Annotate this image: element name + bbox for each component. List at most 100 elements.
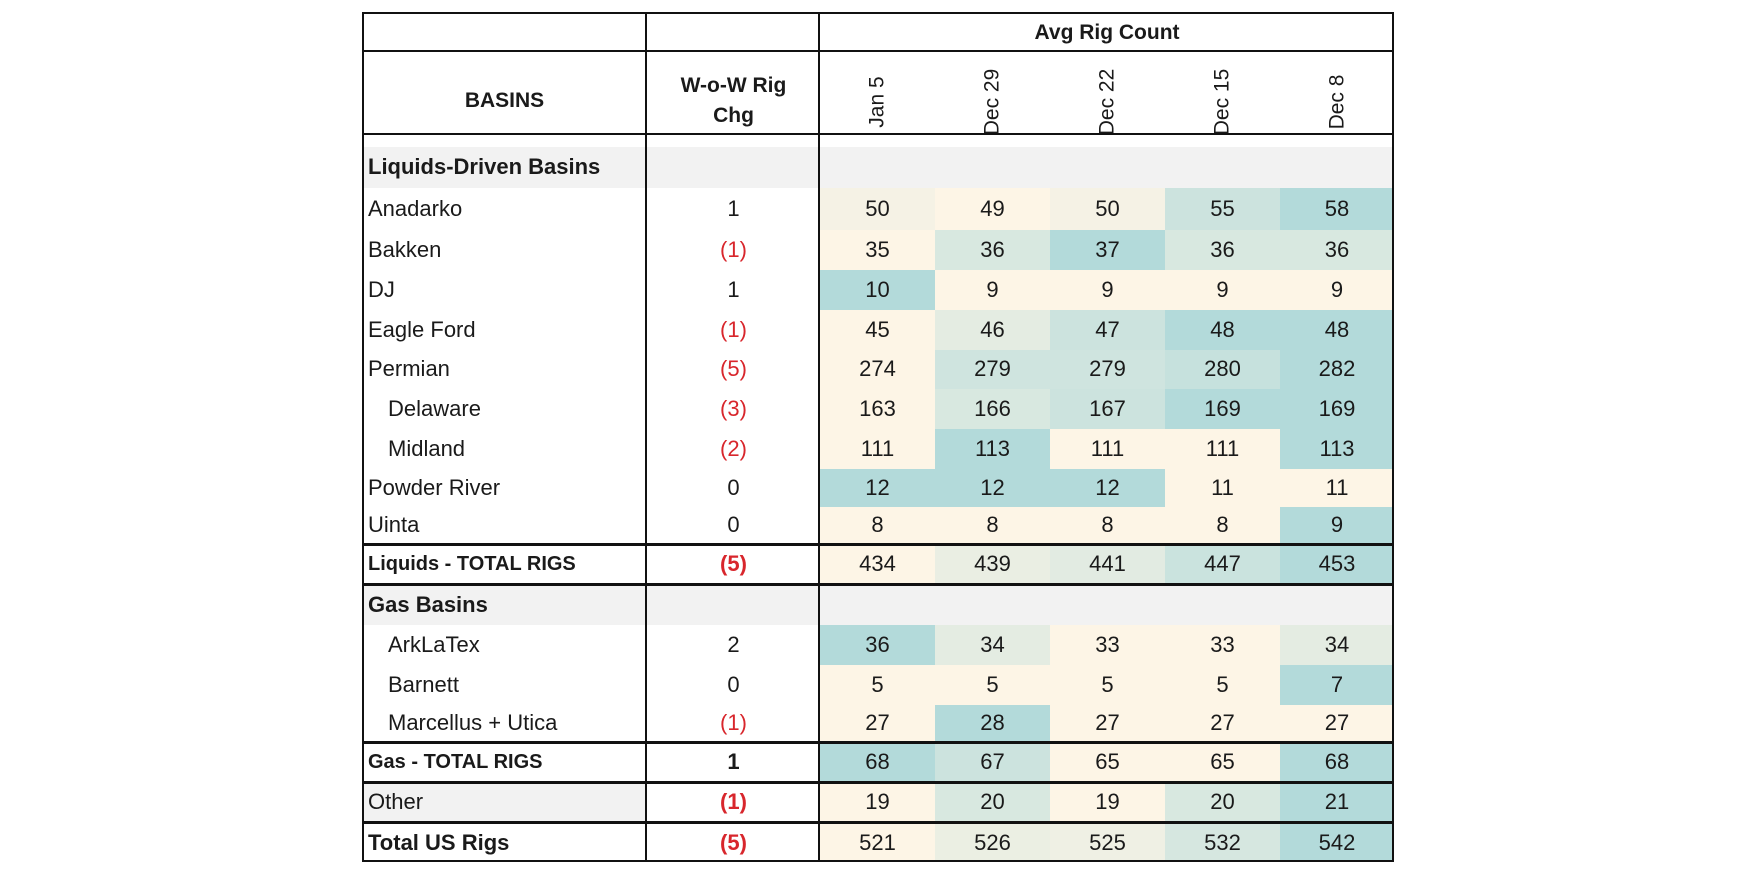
- rig-count-cell: 12: [1050, 469, 1165, 507]
- rig-count-cell: 33: [1050, 625, 1165, 665]
- date-header-label: Dec 29: [980, 68, 1004, 135]
- rig-count-cell: 282: [1280, 349, 1395, 390]
- rig-count-cell: 5: [1050, 664, 1165, 705]
- rig-count-cell: 65: [1165, 740, 1280, 783]
- rig-count-cell: 434: [820, 542, 935, 585]
- basin-name: Liquids - TOTAL RIGS: [362, 542, 647, 585]
- rig-count-cell: 36: [1280, 230, 1395, 270]
- rig-count-cell: 5: [1165, 664, 1280, 705]
- rig-count-cell: 111: [1050, 429, 1165, 470]
- rig-count-cell: 45: [820, 309, 935, 350]
- header-corner-blank: [362, 12, 647, 54]
- basin-name: Uinta: [368, 511, 420, 537]
- wow-change-value: 0: [727, 511, 740, 537]
- rig-count-cell: 68: [1280, 740, 1395, 783]
- rig-count-cell: 521: [820, 820, 935, 862]
- rig-count-cell: 525: [1050, 820, 1165, 862]
- rig-count-cell: 34: [935, 625, 1050, 665]
- wow-change-value: 2: [727, 632, 740, 658]
- table-row: Liquids - TOTAL RIGS (5) 434 439 441 447 453: [362, 542, 1395, 585]
- basin-name: Delaware: [388, 396, 481, 422]
- rig-count-cell: 49: [935, 187, 1050, 230]
- rig-count-cell: 169: [1280, 389, 1395, 430]
- rig-count-cell: 5: [935, 664, 1050, 705]
- date-header-0: Jan 5: [820, 54, 935, 147]
- rig-count-cell: 167: [1050, 389, 1165, 430]
- rig-count-cell: 36: [935, 230, 1050, 270]
- rig-count-cell: 280: [1165, 349, 1280, 390]
- wow-change-value: (5): [720, 356, 747, 382]
- rig-count-cell: 166: [935, 389, 1050, 430]
- basin-name: Gas - TOTAL RIGS: [362, 740, 647, 783]
- table-row: DJ 1 10 9 9 9 9: [362, 269, 1395, 310]
- table-row: Anadarko 1 50 49 50 55 58: [362, 187, 1395, 230]
- date-header-2: Dec 22: [1050, 54, 1165, 147]
- table-row: Midland (2) 111 113 111 111 113: [362, 429, 1395, 470]
- rig-count-cell: 542: [1280, 820, 1395, 862]
- avg-rig-count-header: Avg Rig Count: [1034, 21, 1180, 45]
- section-spacer: [647, 582, 820, 626]
- date-header-label: Dec 22: [1095, 68, 1119, 135]
- wow-change-header-line2: Chg: [713, 103, 754, 127]
- rig-count-cell: 12: [820, 469, 935, 507]
- basin-name: Marcellus + Utica: [388, 709, 558, 735]
- rig-count-cell: 111: [1165, 429, 1280, 470]
- rig-count-cell: 5: [820, 664, 935, 705]
- table-row: Powder River 0 12 12 12 11 11: [362, 469, 1395, 507]
- rig-count-cell: 33: [1165, 625, 1280, 665]
- date-header-3: Dec 15: [1165, 54, 1280, 147]
- wow-change-value: (1): [720, 709, 747, 735]
- table-row: Marcellus + Utica (1) 27 28 27 27 27: [362, 704, 1395, 743]
- wow-change-value: 1: [727, 195, 740, 221]
- header-change-blank: [647, 12, 820, 54]
- table-row: Other (1) 19 20 19 20 21: [362, 780, 1395, 823]
- table-row: Gas - TOTAL RIGS 1 68 67 65 65 68: [362, 740, 1395, 783]
- rig-count-cell: 35: [820, 230, 935, 270]
- section-row: Gas Basins: [362, 582, 1395, 626]
- rig-count-cell: 113: [935, 429, 1050, 470]
- wow-change-header-line1: W-o-W Rig: [680, 73, 787, 97]
- section-spacer: [820, 582, 1395, 626]
- date-header-label: Dec 8: [1325, 74, 1349, 129]
- basin-name: Bakken: [368, 236, 442, 262]
- rig-count-cell: 169: [1165, 389, 1280, 430]
- wow-change-value: (1): [647, 780, 820, 823]
- wow-change-value: 1: [647, 740, 820, 783]
- wow-change-value: (2): [720, 436, 747, 462]
- rig-count-cell: 67: [935, 740, 1050, 783]
- rig-count-cell: 34: [1280, 625, 1395, 665]
- rig-count-cell: 20: [1165, 780, 1280, 823]
- rig-count-cell: 11: [1165, 469, 1280, 507]
- rig-count-cell: 50: [1050, 187, 1165, 230]
- rig-count-cell: 9: [1280, 269, 1395, 310]
- section-row: Liquids-Driven Basins: [362, 147, 1395, 188]
- rig-count-cell: 19: [1050, 780, 1165, 823]
- rig-count-cell: 453: [1280, 542, 1395, 585]
- rig-count-cell: 21: [1280, 780, 1395, 823]
- basin-name: DJ: [368, 276, 395, 302]
- rig-count-cell: 58: [1280, 187, 1395, 230]
- wow-change-value: (3): [720, 396, 747, 422]
- rig-count-table: Avg Rig Count BASINS W-o-W Rig Chg Jan 5…: [362, 12, 1395, 862]
- rig-count-cell: 27: [1165, 704, 1280, 743]
- table-row: Uinta 0 8 8 8 8 9: [362, 506, 1395, 545]
- rig-count-cell: 37: [1050, 230, 1165, 270]
- rig-count-cell: 9: [1050, 269, 1165, 310]
- wow-change-value: 0: [727, 671, 740, 697]
- table-row: ArkLaTex 2 36 34 33 33 34: [362, 625, 1395, 665]
- table-row: Barnett 0 5 5 5 5 7: [362, 664, 1395, 705]
- section-spacer: [647, 147, 820, 188]
- rig-count-cell: 111: [820, 429, 935, 470]
- rig-count-cell: 279: [1050, 349, 1165, 390]
- wow-change-value: (1): [720, 236, 747, 262]
- table-row: Delaware (3) 163 166 167 169 169: [362, 389, 1395, 430]
- rig-count-cell: 9: [1280, 506, 1395, 545]
- date-header-1: Dec 29: [935, 54, 1050, 147]
- rig-count-cell: 27: [820, 704, 935, 743]
- rig-count-cell: 8: [935, 506, 1050, 545]
- table-row: Total US Rigs (5) 521 526 525 532 542: [362, 820, 1395, 862]
- table-row: Bakken (1) 35 36 37 36 36: [362, 230, 1395, 270]
- wow-change-value: 1: [727, 276, 740, 302]
- basin-name: Other: [362, 780, 647, 823]
- date-header-label: Dec 15: [1210, 68, 1234, 135]
